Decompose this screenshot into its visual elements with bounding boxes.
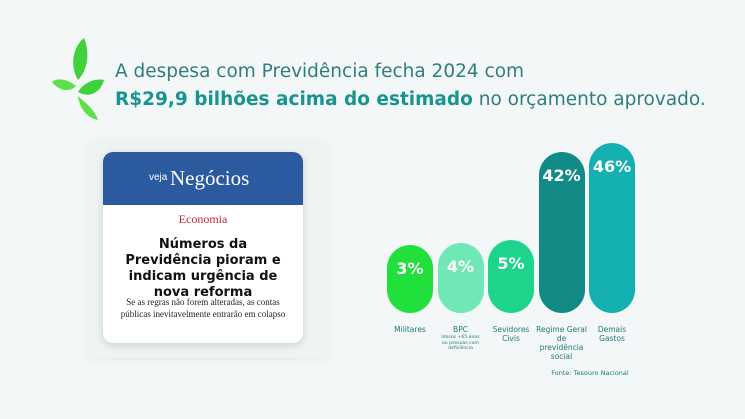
value-label: 3% xyxy=(396,258,424,278)
value-label: 5% xyxy=(497,254,525,274)
bar xyxy=(538,152,585,313)
headline-rest: no orçamento aprovado. xyxy=(472,89,706,110)
bar xyxy=(437,242,484,313)
card-summary: Se as regras não forem alteradas, as con… xyxy=(120,297,286,319)
source: Fonte: Tesouro Nacional xyxy=(551,369,629,377)
category-label: BPC xyxy=(453,325,468,334)
leaf-icon xyxy=(52,38,104,120)
brand: Negócios xyxy=(170,166,250,190)
card-section: Economia xyxy=(178,212,228,226)
news-card: veja Negócios Economia Números da Previd… xyxy=(103,152,303,343)
bar xyxy=(589,142,635,313)
value-label: 42% xyxy=(542,166,581,186)
bar xyxy=(488,240,534,313)
value-label: 4% xyxy=(446,256,475,276)
category-sublabel: Idosos +65 anos ou pessoas com deficiênc… xyxy=(441,335,480,351)
value-label: 46% xyxy=(592,156,632,176)
headline-highlight: R$29,9 bilhões acima do estimado xyxy=(115,89,473,110)
category-label: Sevidores Civis xyxy=(492,325,530,343)
headline-line1: A despesa com Previdência fecha 2024 com xyxy=(115,61,525,82)
category-label: Regime Geral de previdência social xyxy=(536,325,587,361)
card-title: Números da Previdência pioram e indicam … xyxy=(125,237,281,300)
category-label: Demais Gastos xyxy=(597,325,627,343)
headline-line2: R$29,9 bilhões acima do estimado no orça… xyxy=(115,89,706,110)
category-label: Militares xyxy=(394,325,426,334)
card-header: veja Negócios xyxy=(103,152,303,205)
bar xyxy=(387,244,433,313)
brand-small: veja xyxy=(149,172,168,183)
